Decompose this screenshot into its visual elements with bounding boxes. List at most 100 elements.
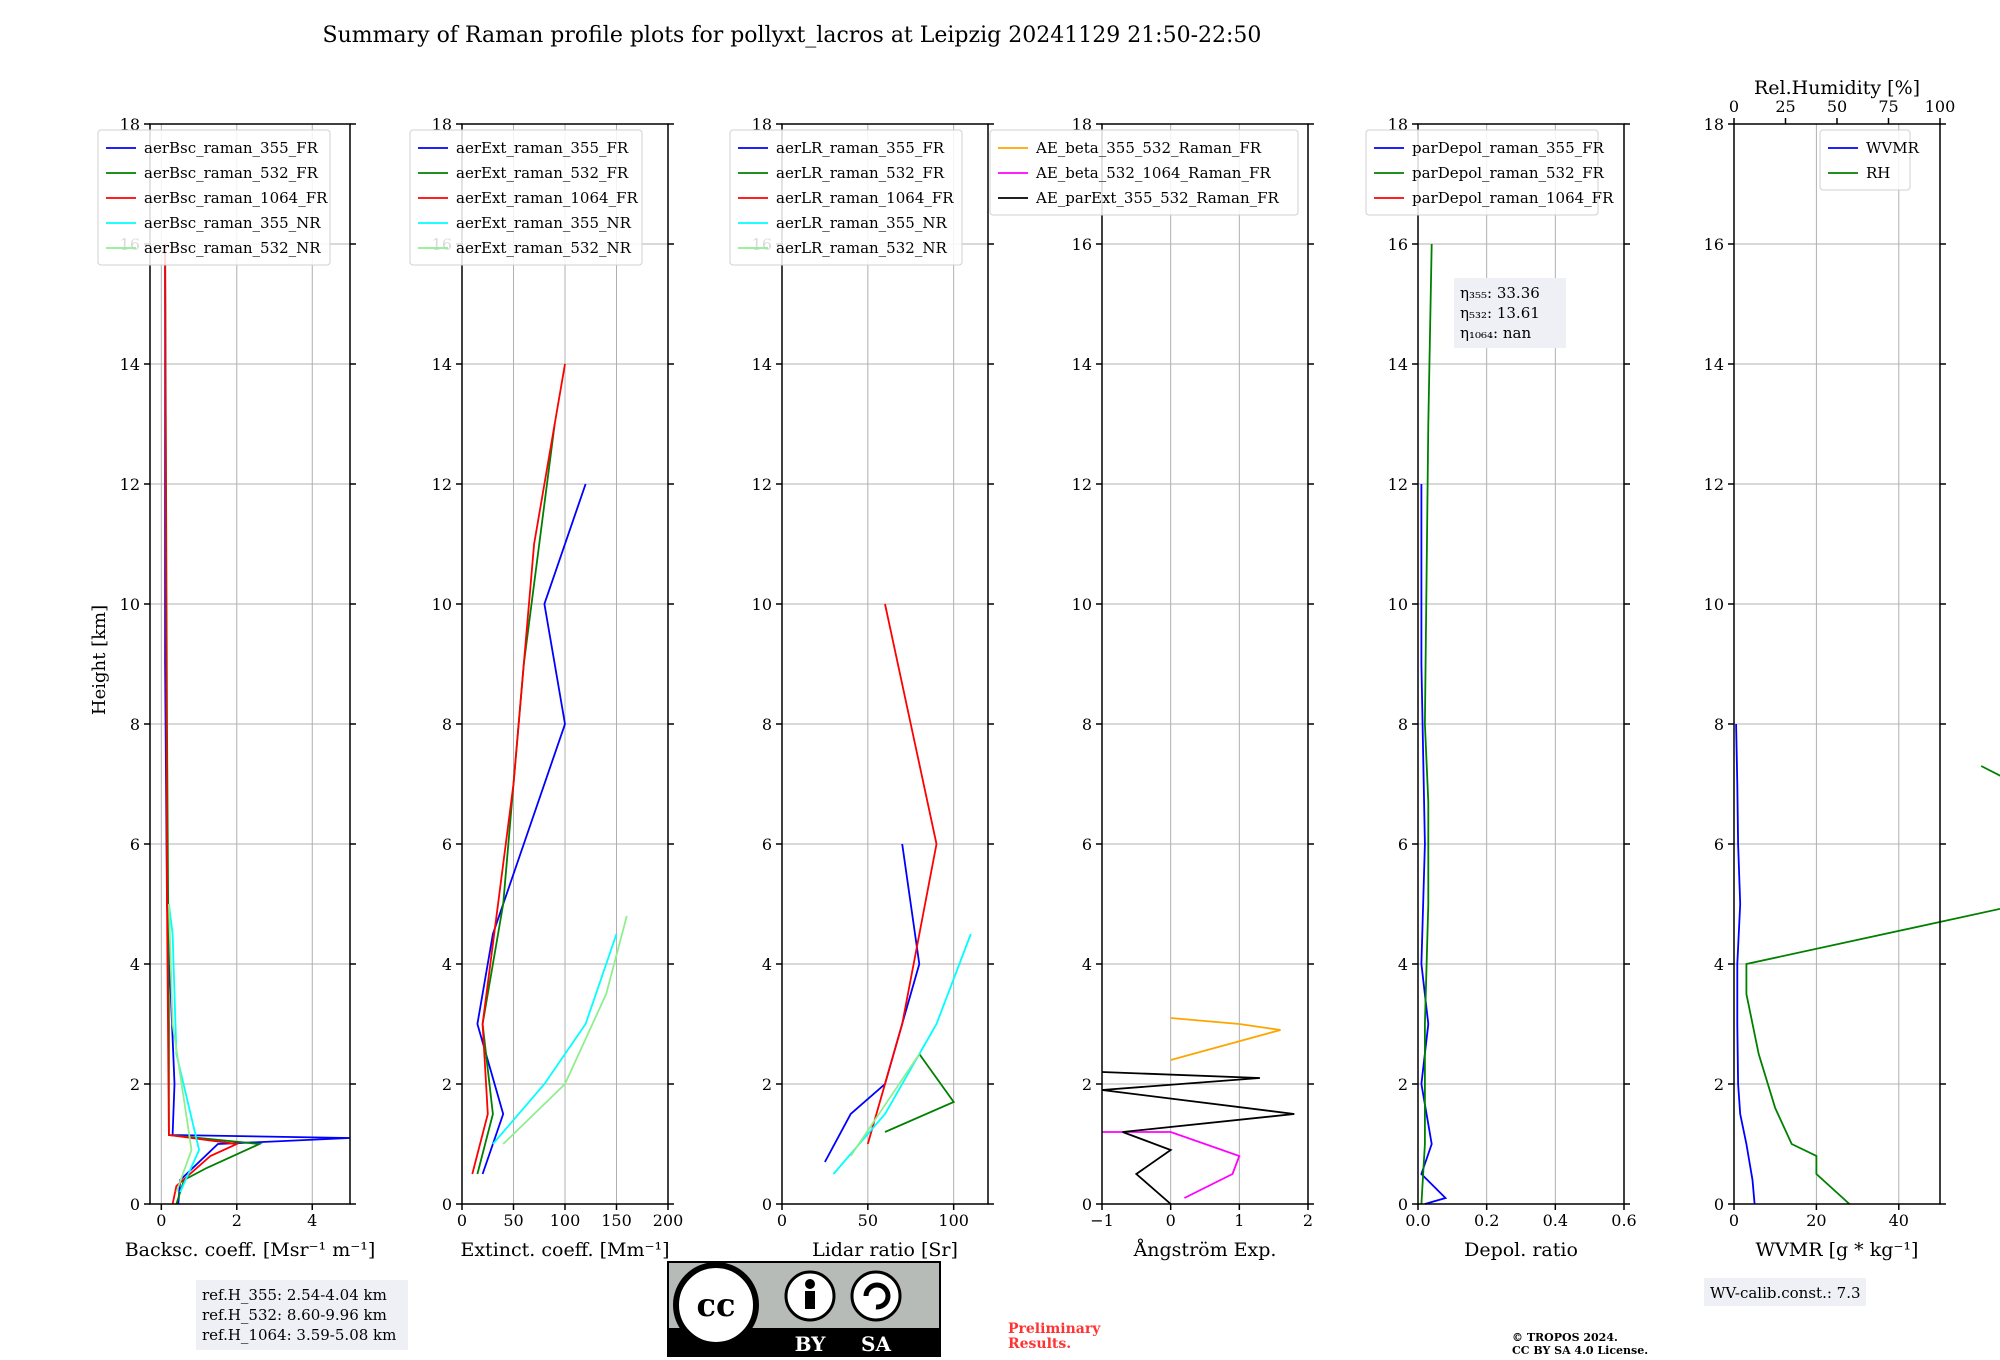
y-tick-label: 12 — [120, 475, 140, 494]
y-tick-label: 0 — [1714, 1195, 1724, 1214]
y-axis-label: Height [km] — [89, 605, 110, 715]
legend-entry: aerExt_raman_532_NR — [456, 239, 632, 257]
legend-entry: aerBsc_raman_355_FR — [144, 139, 319, 157]
y-tick-label: 2 — [442, 1075, 452, 1094]
top-tick-label: 0 — [1729, 97, 1739, 116]
top-tick-label: 25 — [1775, 97, 1795, 116]
legend-entry: aerLR_raman_532_FR — [776, 164, 945, 182]
axes-frame — [1417, 123, 1625, 1205]
axes-frame — [1101, 123, 1309, 1205]
series-line-aerBsc_raman_1064_FR — [164, 243, 241, 1205]
plot-panels: 024681012141618024Backsc. coeff. [Msr⁻¹ … — [97, 77, 2000, 1350]
legend-entry: aerBsc_raman_1064_FR — [144, 189, 328, 207]
x-tick-label: 40 — [1889, 1211, 1909, 1230]
y-tick-label: 0 — [442, 1195, 452, 1214]
legend: AE_beta_355_532_Raman_FR AE_beta_532_1064… — [989, 129, 1299, 216]
x-tick-label: 0 — [1166, 1211, 1176, 1230]
panel-1: 024681012141618024Backsc. coeff. [Msr⁻¹ … — [97, 115, 375, 1261]
legend-entry: AE_beta_532_1064_Raman_FR — [1035, 164, 1271, 182]
cc-circle-icon — [673, 1262, 759, 1348]
annotation-bg — [1454, 278, 1566, 348]
y-tick-label: 0 — [1398, 1195, 1408, 1214]
y-tick-label: 2 — [130, 1075, 140, 1094]
y-tick-label: 10 — [1704, 595, 1724, 614]
x-axis-label: Extinct. coeff. [Mm⁻¹] — [460, 1239, 669, 1261]
y-tick-label: 8 — [762, 715, 772, 734]
panel-3: 024681012141618050100Lidar ratio [Sr]aer… — [729, 115, 994, 1261]
series-line-aerExt_raman_532_NR — [502, 915, 628, 1145]
legend-entry: aerExt_raman_355_FR — [456, 139, 629, 157]
legend: aerExt_raman_355_FR aerExt_raman_532_FRae… — [409, 129, 643, 266]
y-tick-label: 12 — [1388, 475, 1408, 494]
y-tick-label: 4 — [1714, 955, 1724, 974]
series-line-aerLR_raman_1064_FR — [866, 603, 938, 1145]
legend-entry: aerExt_raman_532_FR — [456, 164, 629, 182]
y-tick-label: 18 — [1072, 115, 1092, 134]
y-tick-label: 14 — [432, 355, 452, 374]
y-tick-label: 8 — [1082, 715, 1092, 734]
x-tick-label: 2 — [1303, 1211, 1313, 1230]
y-tick-label: 8 — [1714, 715, 1724, 734]
series-line-aerBsc_raman_532_NR — [168, 903, 193, 1193]
y-tick-label: 10 — [752, 595, 772, 614]
y-tick-label: 2 — [1398, 1075, 1408, 1094]
annotation-text: ref.H_1064: 3.59-5.08 km — [202, 1326, 396, 1344]
y-tick-label: 2 — [1082, 1075, 1092, 1094]
legend-entry: aerExt_raman_1064_FR — [456, 189, 638, 207]
x-axis-label: Ångström Exp. — [1133, 1239, 1277, 1261]
x-tick-label: 1 — [1234, 1211, 1244, 1230]
legend-entry: aerLR_raman_1064_FR — [776, 189, 954, 207]
y-tick-label: 0 — [762, 1195, 772, 1214]
series-line-aerExt_raman_532_FR — [476, 423, 556, 1175]
series-line-RH — [1745, 765, 2000, 1205]
top-axis-label: Rel.Humidity [%] — [1754, 77, 1920, 99]
cc-by-sa-badge: cc BY SA — [667, 1261, 941, 1357]
y-tick-label: 14 — [1388, 355, 1408, 374]
series-line-AE_beta_355_532_Raman_FR — [1170, 1017, 1281, 1061]
x-tick-label: 20 — [1806, 1211, 1826, 1230]
series-line-WVMR — [1735, 723, 1756, 1205]
panel-6: 0 2 4 6 8 10 12 14 16 18 0 20 40 WVMR [g * kg⁻¹] Rel.H… — [1704, 77, 2000, 1261]
series-line-aerLR_raman_532_NR — [849, 1053, 921, 1157]
y-tick-label: 14 — [1704, 355, 1724, 374]
y-tick-label: 0 — [130, 1195, 140, 1214]
cc-sa-label: SA — [861, 1332, 891, 1356]
legend-entry: parDepol_raman_1064_FR — [1412, 189, 1614, 207]
preliminary-text: Results. — [1008, 1336, 1071, 1352]
copyright-text: CC BY SA 4.0 License. — [1512, 1344, 1648, 1357]
legend-box — [1365, 129, 1599, 216]
y-tick-label: 12 — [1704, 475, 1724, 494]
x-tick-label: 0 — [457, 1211, 467, 1230]
legend-entry: aerLR_raman_355_FR — [776, 139, 945, 157]
y-tick-label: 16 — [1072, 235, 1092, 254]
y-tick-label: 18 — [432, 115, 452, 134]
top-tick-label: 75 — [1878, 97, 1898, 116]
y-tick-label: 12 — [432, 475, 452, 494]
legend-box — [989, 129, 1299, 216]
top-tick-label: 50 — [1827, 97, 1847, 116]
y-tick-label: 10 — [1388, 595, 1408, 614]
legend-entry: AE_parExt_355_532_Raman_FR — [1035, 189, 1280, 207]
x-tick-label: 0.4 — [1543, 1211, 1568, 1230]
y-tick-label: 18 — [1704, 115, 1724, 134]
x-axis-label: WVMR [g * kg⁻¹] — [1756, 1239, 1919, 1261]
y-tick-label: 10 — [120, 595, 140, 614]
x-tick-label: 0.6 — [1611, 1211, 1636, 1230]
annotation-text: η₃₅₅: 33.36 — [1460, 284, 1540, 302]
x-tick-label: 150 — [601, 1211, 632, 1230]
annotation-bg — [1704, 1278, 1866, 1306]
series-line-AE_parExt_355_532_Raman_FR — [1101, 1071, 1295, 1205]
copyright-text: © TROPOS 2024. — [1512, 1331, 1618, 1344]
x-axis-label: Depol. ratio — [1464, 1239, 1578, 1261]
y-tick-label: 4 — [442, 955, 452, 974]
series-line-AE_beta_532_1064_Raman_FR — [1102, 1131, 1241, 1199]
y-tick-label: 6 — [1398, 835, 1408, 854]
y-tick-label: 4 — [130, 955, 140, 974]
annotation-text: ref.H_532: 8.60-9.96 km — [202, 1306, 387, 1324]
x-tick-label: 0.0 — [1405, 1211, 1430, 1230]
x-tick-label: 200 — [653, 1211, 684, 1230]
legend-box — [1819, 129, 1911, 191]
x-tick-label: 50 — [503, 1211, 523, 1230]
y-tick-label: 16 — [1388, 235, 1408, 254]
